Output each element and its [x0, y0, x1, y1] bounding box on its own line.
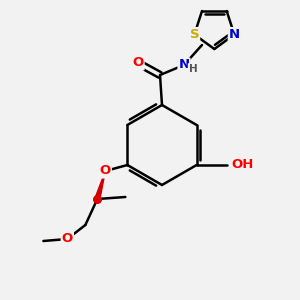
Text: N: N — [229, 28, 240, 41]
Text: O: O — [100, 164, 111, 178]
Text: O: O — [132, 56, 144, 70]
Text: OH: OH — [232, 158, 254, 172]
Text: O: O — [62, 232, 73, 245]
Text: S: S — [190, 28, 199, 41]
Text: N: N — [178, 58, 190, 71]
Text: H: H — [189, 64, 197, 74]
Polygon shape — [95, 171, 105, 200]
